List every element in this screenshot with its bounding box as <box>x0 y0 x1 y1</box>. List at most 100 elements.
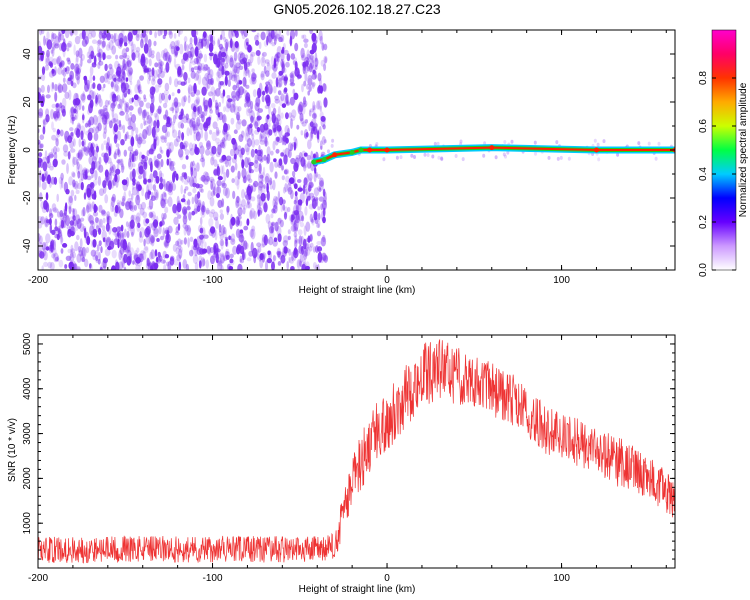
noise-point <box>51 163 55 168</box>
noise-point <box>46 49 50 58</box>
noise-point <box>183 140 189 148</box>
noise-point <box>273 127 278 137</box>
noise-point <box>96 45 101 54</box>
noise-point <box>208 217 214 228</box>
noise-point <box>91 146 95 157</box>
noise-point <box>219 213 224 221</box>
noise-point <box>547 155 551 160</box>
noise-point <box>177 30 181 38</box>
noise-point <box>131 186 138 196</box>
noise-point <box>303 177 308 189</box>
noise-point <box>567 156 571 161</box>
noise-point <box>200 154 204 159</box>
noise-point <box>218 257 222 265</box>
noise-point <box>96 40 102 47</box>
noise-point <box>55 137 59 142</box>
noise-point <box>250 51 256 57</box>
noise-point <box>290 143 293 151</box>
noise-point <box>67 135 73 144</box>
noise-point <box>223 106 226 113</box>
noise-point <box>127 32 133 42</box>
noise-point <box>72 179 76 188</box>
noise-point <box>257 108 263 113</box>
noise-point <box>51 69 57 77</box>
noise-point <box>156 135 160 147</box>
noise-point <box>292 175 296 187</box>
noise-point <box>38 139 41 145</box>
noise-point <box>165 51 170 63</box>
noise-point <box>217 37 221 45</box>
noise-point <box>217 199 223 209</box>
noise-point <box>97 39 102 45</box>
y-tick-label: 3000 <box>22 422 33 445</box>
noise-point <box>285 61 290 68</box>
noise-point <box>114 32 118 42</box>
noise-point <box>310 59 315 70</box>
noise-point <box>318 180 324 191</box>
noise-point <box>129 149 134 155</box>
noise-point <box>168 157 172 167</box>
noise-point <box>159 172 164 178</box>
noise-point <box>270 87 273 94</box>
noise-point <box>92 114 98 125</box>
noise-point <box>94 100 98 107</box>
noise-point <box>183 237 187 245</box>
noise-point <box>92 239 97 248</box>
noise-point <box>80 53 85 61</box>
noise-point <box>138 161 144 171</box>
noise-point <box>277 190 281 202</box>
noise-point <box>303 152 308 157</box>
noise-point <box>197 41 201 51</box>
noise-point <box>203 171 209 178</box>
noise-point <box>69 230 75 237</box>
noise-point <box>311 216 315 226</box>
noise-point <box>121 165 125 170</box>
noise-point <box>111 35 115 44</box>
noise-point <box>148 117 153 127</box>
noise-point <box>249 61 253 67</box>
noise-point <box>150 53 155 59</box>
noise-point <box>52 58 58 65</box>
noise-point <box>190 67 195 73</box>
noise-point <box>120 241 123 249</box>
noise-point <box>117 124 124 131</box>
noise-point <box>213 211 219 221</box>
noise-point <box>277 158 283 169</box>
noise-point <box>144 57 149 65</box>
noise-point <box>81 256 86 263</box>
noise-point <box>63 150 69 157</box>
noise-point <box>123 266 127 270</box>
noise-point <box>162 52 168 61</box>
noise-point <box>213 159 218 168</box>
noise-point <box>72 215 76 221</box>
noise-point <box>227 251 230 257</box>
noise-point <box>197 74 202 85</box>
noise-point <box>72 156 78 166</box>
noise-point <box>181 64 185 71</box>
noise-point <box>236 111 241 121</box>
noise-point <box>175 240 180 247</box>
noise-point <box>232 190 236 200</box>
noise-point <box>120 224 124 232</box>
noise-point <box>320 115 326 122</box>
noise-point <box>116 231 120 237</box>
noise-point <box>294 239 298 248</box>
noise-point <box>266 114 270 120</box>
noise-point <box>133 204 137 211</box>
noise-point <box>69 252 75 264</box>
noise-point <box>278 36 283 43</box>
noise-point <box>205 207 210 215</box>
noise-point <box>213 53 218 65</box>
noise-point <box>178 248 183 259</box>
noise-point <box>230 216 236 226</box>
noise-point <box>218 51 223 61</box>
noise-point <box>76 122 81 132</box>
noise-point <box>301 53 307 61</box>
noise-point <box>156 153 162 160</box>
noise-point <box>249 116 255 123</box>
noise-point <box>306 53 311 63</box>
noise-point <box>225 131 230 137</box>
noise-point <box>251 30 257 33</box>
noise-point <box>293 210 300 216</box>
